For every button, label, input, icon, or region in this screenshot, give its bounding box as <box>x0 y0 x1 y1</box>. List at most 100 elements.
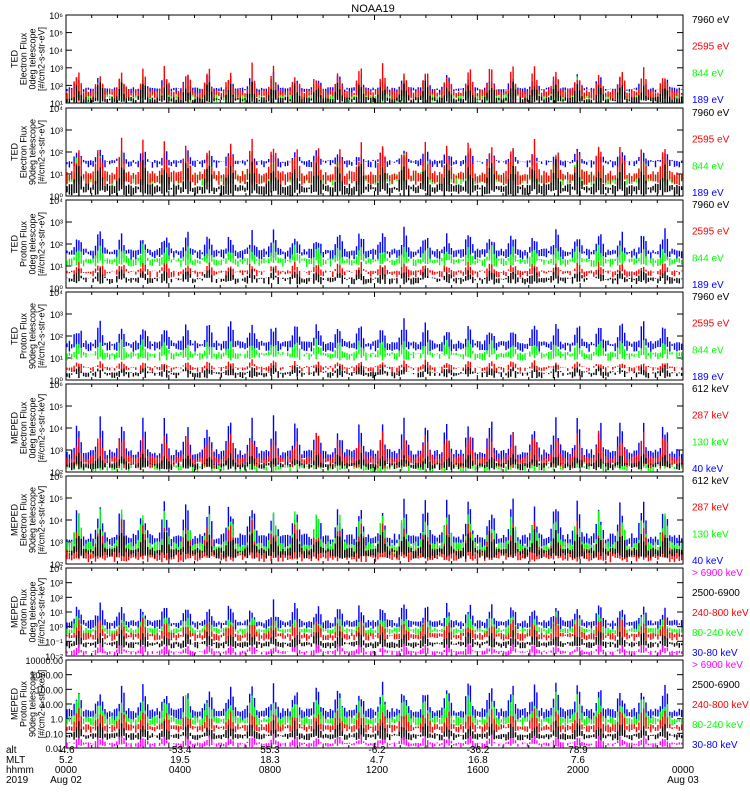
series--6900-kev <box>66 643 683 656</box>
y-axis-label-line: TED <box>10 234 20 253</box>
footer-row-label: MLT <box>6 755 25 766</box>
y-tick-label: 1.0 <box>50 715 63 725</box>
legend-entry: 130 keV <box>692 529 729 540</box>
legend-entry: 844 eV <box>692 161 724 172</box>
legend-entry: 2595 eV <box>692 42 730 53</box>
footer-row-label: alt <box>6 745 17 756</box>
y-tick-label: 10³ <box>50 446 63 456</box>
series-group <box>66 415 683 472</box>
footer-value: 4.7 <box>370 755 384 766</box>
y-tick-label: 10¹ <box>50 354 63 364</box>
y-axis-label: MEPEDElectron Flux0deg telescope[#/cm2-s… <box>10 394 47 463</box>
legend-entry: 30-80 keV <box>692 740 738 751</box>
y-axis-label-line: MEPED <box>10 412 20 445</box>
y-tick-label: 10³ <box>50 126 63 136</box>
y-tick-label: 10² <box>50 560 63 570</box>
y-tick-label: 10⁴ <box>49 424 63 434</box>
y-tick-label: 10⁴ <box>49 196 63 206</box>
y-axis-label-line: 0deg telescope <box>28 28 38 89</box>
y-axis-label-line: TED <box>10 326 20 345</box>
series-2500-6900 <box>66 629 683 649</box>
y-tick-label: 10000.00 <box>25 656 63 666</box>
footer-value: 5.2 <box>59 755 73 766</box>
y-tick-label: 10² <box>50 593 63 603</box>
legend-entry: 2595 eV <box>692 319 730 330</box>
series-7960-ev <box>66 80 683 103</box>
y-axis-label-line: [#/cm2-s-str-eV] <box>37 120 47 184</box>
footer-value: Aug 02 <box>50 775 82 786</box>
y-tick-label: 10⁵ <box>49 494 63 504</box>
footer-value: -53.4 <box>169 745 192 756</box>
y-tick-label: 10⁴ <box>49 104 63 114</box>
y-tick-label: 10³ <box>50 579 63 589</box>
y-tick-label: 1000.00 <box>30 671 63 681</box>
footer-row-label: hhmm <box>6 765 34 776</box>
legend-entry: 287 keV <box>692 411 729 422</box>
y-axis-label-line: 0deg telescope <box>28 581 38 642</box>
footer-value: 1200 <box>366 765 389 776</box>
series-612-kev <box>66 452 683 471</box>
y-tick-label: 100.00 <box>35 685 63 695</box>
y-tick-label: 10⁵ <box>49 29 63 39</box>
y-tick-label: 10⁴ <box>49 516 63 526</box>
footer-value: -36.2 <box>467 745 490 756</box>
y-tick-label: 10³ <box>50 64 63 74</box>
y-tick-label: 10² <box>50 468 63 478</box>
y-axis-label-line: Electron Flux <box>19 32 29 85</box>
series-group <box>66 498 683 563</box>
y-tick-label: 10⁻² <box>45 652 63 662</box>
y-axis-label: TEDElectron Flux90deg telescope[#/cm2-s-… <box>10 119 47 185</box>
y-axis-label: MEPEDElectron Flux90deg telescope[#/cm2-… <box>10 486 47 555</box>
footer-value: 55.3 <box>260 745 280 756</box>
y-axis-label-line: [#/cm2-s-str-keV] <box>37 670 47 739</box>
y-tick-label: 10¹ <box>50 170 63 180</box>
legend-entry: 612 keV <box>692 476 729 487</box>
y-tick-label: 10¹ <box>50 608 63 618</box>
y-tick-label: 10² <box>50 240 63 250</box>
footer-value: Aug 03 <box>667 775 699 786</box>
y-axis-label-line: Proton Flux <box>19 588 29 635</box>
series-group <box>66 599 683 656</box>
footer-value: 7.6 <box>571 755 585 766</box>
legend-entry: 287 keV <box>692 503 729 514</box>
series-2500-6900 <box>66 720 683 741</box>
footer-value: 0000 <box>672 765 695 776</box>
y-tick-label: 0.01 <box>45 744 63 754</box>
legend-entry: 7960 eV <box>692 200 730 211</box>
y-axis-label-line: [#/cm2-s-str-eV] <box>37 27 47 91</box>
legend-entry: 2595 eV <box>692 227 730 238</box>
legend-entry: 2500-6900 <box>692 680 740 691</box>
legend-entry: 612 keV <box>692 384 729 395</box>
series-7960-ev <box>66 364 683 379</box>
y-tick-label: 10⁶ <box>49 380 63 390</box>
legend-entry: 40 keV <box>692 464 723 475</box>
series-7960-ev <box>66 159 683 196</box>
y-axis-label-line: [#/cm2-s-str-keV] <box>37 578 47 647</box>
y-tick-label: 10² <box>50 148 63 158</box>
y-tick-label: 10⁴ <box>49 564 63 574</box>
y-tick-label: 10⁴ <box>49 46 63 56</box>
y-tick-label: 10⁰ <box>49 623 63 633</box>
footer-value: 1600 <box>467 765 490 776</box>
legend-entry: 80-240 keV <box>692 628 743 639</box>
y-axis-label-line: [#/cm2-s-str-keV] <box>37 394 47 463</box>
series-844-ev <box>66 242 683 267</box>
footer-value: 0800 <box>259 765 282 776</box>
legend-entry: 844 eV <box>692 253 724 264</box>
y-axis-label-line: TED <box>10 49 20 68</box>
y-tick-label: 10⁴ <box>49 288 63 298</box>
y-tick-label: 10³ <box>50 310 63 320</box>
y-tick-label: 10⁶ <box>49 11 63 21</box>
y-axis-label-line: 0deg telescope <box>28 213 38 274</box>
y-axis-label: MEPEDProton Flux90deg telescope[#/cm2-s-… <box>10 670 47 739</box>
legend-entry: 844 eV <box>692 345 724 356</box>
y-axis-label: TEDElectron Flux0deg telescope[#/cm2-s-s… <box>10 27 47 91</box>
y-axis-label: TEDProton Flux90deg telescope[#/cm2-s-st… <box>10 303 47 369</box>
footer-value: 18.3 <box>260 755 280 766</box>
y-axis-label-line: MEPED <box>10 688 20 721</box>
series-287-kev <box>66 430 683 469</box>
series-group <box>66 681 683 748</box>
